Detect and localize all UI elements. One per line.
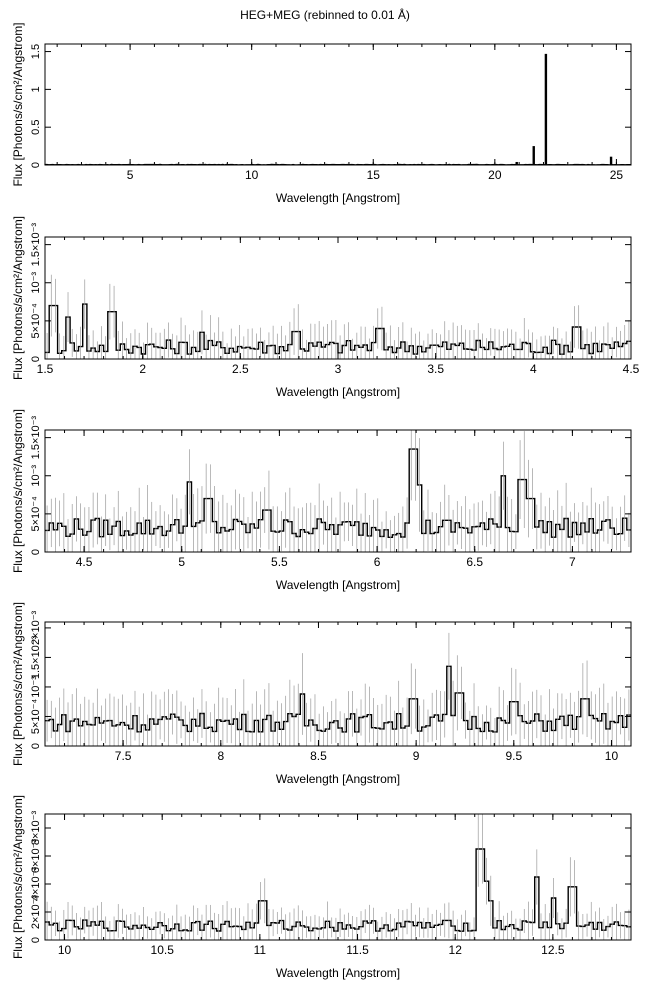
spectrum-series [44,53,631,166]
x-tick-label: 3.5 [427,362,444,376]
chart-panel-4: 7.5 8 8.5 9 9.5 10 0 5×10⁻⁴10⁻³1.5×10⁻³2×10⁻³ Wa… [11,602,632,786]
x-axis-label: Wavelength [Angstrom] [276,966,400,980]
x-tick-label: 25 [610,168,624,182]
y-axis-label: Flux [Photons/s/cm²/Angstrom] [11,216,25,380]
x-tick-label: 4.5 [76,555,93,569]
x-axis-label: Wavelength [Angstrom] [276,772,400,786]
y-tick-label: 0.5 [30,120,42,135]
y-tick-label: 5×10⁻⁴ [30,303,42,339]
y-tick-label: 0 [30,549,42,555]
x-tick-label: 10.5 [151,943,175,957]
spectrum-line [45,303,631,355]
spectrum-series [45,665,631,733]
error-bars [46,632,630,746]
x-tick-label: 10 [605,749,619,763]
plot-frame [44,236,632,360]
x-tick-label: 6.5 [466,555,483,569]
y-tick-label: 6×10⁻³ [30,839,42,874]
error-bars [46,814,630,940]
x-tick-label: 2 [139,362,146,376]
y-tick-label: 1.5×10⁻³ [30,223,42,267]
y-tick-label: 2×10⁻³ [30,610,42,645]
spectrum-series [45,848,631,932]
x-tick-label: 9.5 [505,749,522,763]
x-tick-label: 5.5 [271,555,288,569]
x-tick-label: 5 [127,168,134,182]
y-tick-label: 10⁻³ [30,676,42,698]
x-tick-label: 2.5 [232,362,249,376]
y-axis-label: Flux [Photons/s/cm²/Angstrom] [11,795,25,959]
spectrum-line [45,448,631,538]
spectrum-series [45,303,631,355]
x-tick-label: 10 [58,943,72,957]
y-tick-label: 0 [30,743,42,749]
x-tick-label: 8 [217,749,224,763]
y-axis-label: Flux [Photons/s/cm²/Angstrom] [11,409,25,573]
y-tick-label: 0 [30,162,42,168]
plot-frame [44,813,632,941]
spectrum-series [45,448,631,538]
x-tick-label: 7.5 [115,749,132,763]
y-tick-label: 0 [30,937,42,943]
x-tick-label: 15 [367,168,381,182]
y-tick-label: 8×10⁻³ [30,811,42,846]
x-tick-label: 10 [245,168,259,182]
y-tick-label: 10⁻³ [30,465,42,487]
spectrum-line [45,848,631,932]
x-tick-label: 12.5 [541,943,565,957]
y-tick-label: 1.5 [30,44,42,59]
x-tick-label: 6 [374,555,381,569]
y-tick-label: 5×10⁻⁴ [30,496,42,532]
y-tick-label: 1 [30,86,42,92]
x-tick-label: 5 [178,555,185,569]
y-tick-label: 0 [30,356,42,362]
y-tick-label: 5×10⁻⁴ [30,699,42,735]
chart-panel-3: 4.5 5 5.5 6 6.5 7 0 5×10⁻⁴ 10⁻³ 1.5×10⁻³ Wavelengt… [11,409,632,592]
x-tick-label: 4 [530,362,537,376]
x-tick-label: 11 [254,943,267,957]
spectrum-line [45,665,631,733]
x-tick-label: 4.5 [623,362,640,376]
y-tick-label: 10⁻³ [30,272,42,294]
x-tick-label: 20 [488,168,502,182]
x-tick-label: 11.5 [346,943,369,957]
chart-panel-1: 5 10 15 20 25 0 0.5 1 1.5 Wavelength [Angstrom] Fl… [11,22,632,205]
y-axis-label: Flux [Photons/s/cm²/Angstrom] [11,22,25,186]
y-tick-label: 4×10⁻³ [30,867,42,902]
x-tick-label: 8.5 [310,749,327,763]
x-axis-label: Wavelength [Angstrom] [276,578,400,592]
y-axis-label: Flux [Photons/s/cm²/Angstrom] [11,602,25,766]
y-tick-label: 2×10⁻³ [30,895,42,930]
x-tick-label: 1.5 [37,362,54,376]
page-title: HEG+MEG (rebinned to 0.01 Å) [240,8,410,22]
y-tick-label: 1.5×10⁻³ [30,416,42,460]
plot-frame [44,43,632,166]
error-bars [46,274,630,359]
x-axis-label: Wavelength [Angstrom] [276,191,400,205]
x-tick-label: 12 [449,943,463,957]
x-tick-label: 9 [413,749,420,763]
x-tick-label: 7 [569,555,576,569]
x-axis-label: Wavelength [Angstrom] [276,385,400,399]
chart-panel-2: 1.5 2 2.5 3 3.5 4 4.5 0 5×10⁻⁴ 10⁻³ 1.5×10⁻³ Wavele… [11,216,640,399]
error-bars [46,430,630,552]
y-tick-label: 1.5×10⁻³ [30,635,42,679]
x-tick-label: 3 [335,362,342,376]
chart-panel-5: 10 10.5 11 11.5 12 12.5 0 2×10⁻³4×10⁻³6×10⁻³8×1… [11,795,632,980]
